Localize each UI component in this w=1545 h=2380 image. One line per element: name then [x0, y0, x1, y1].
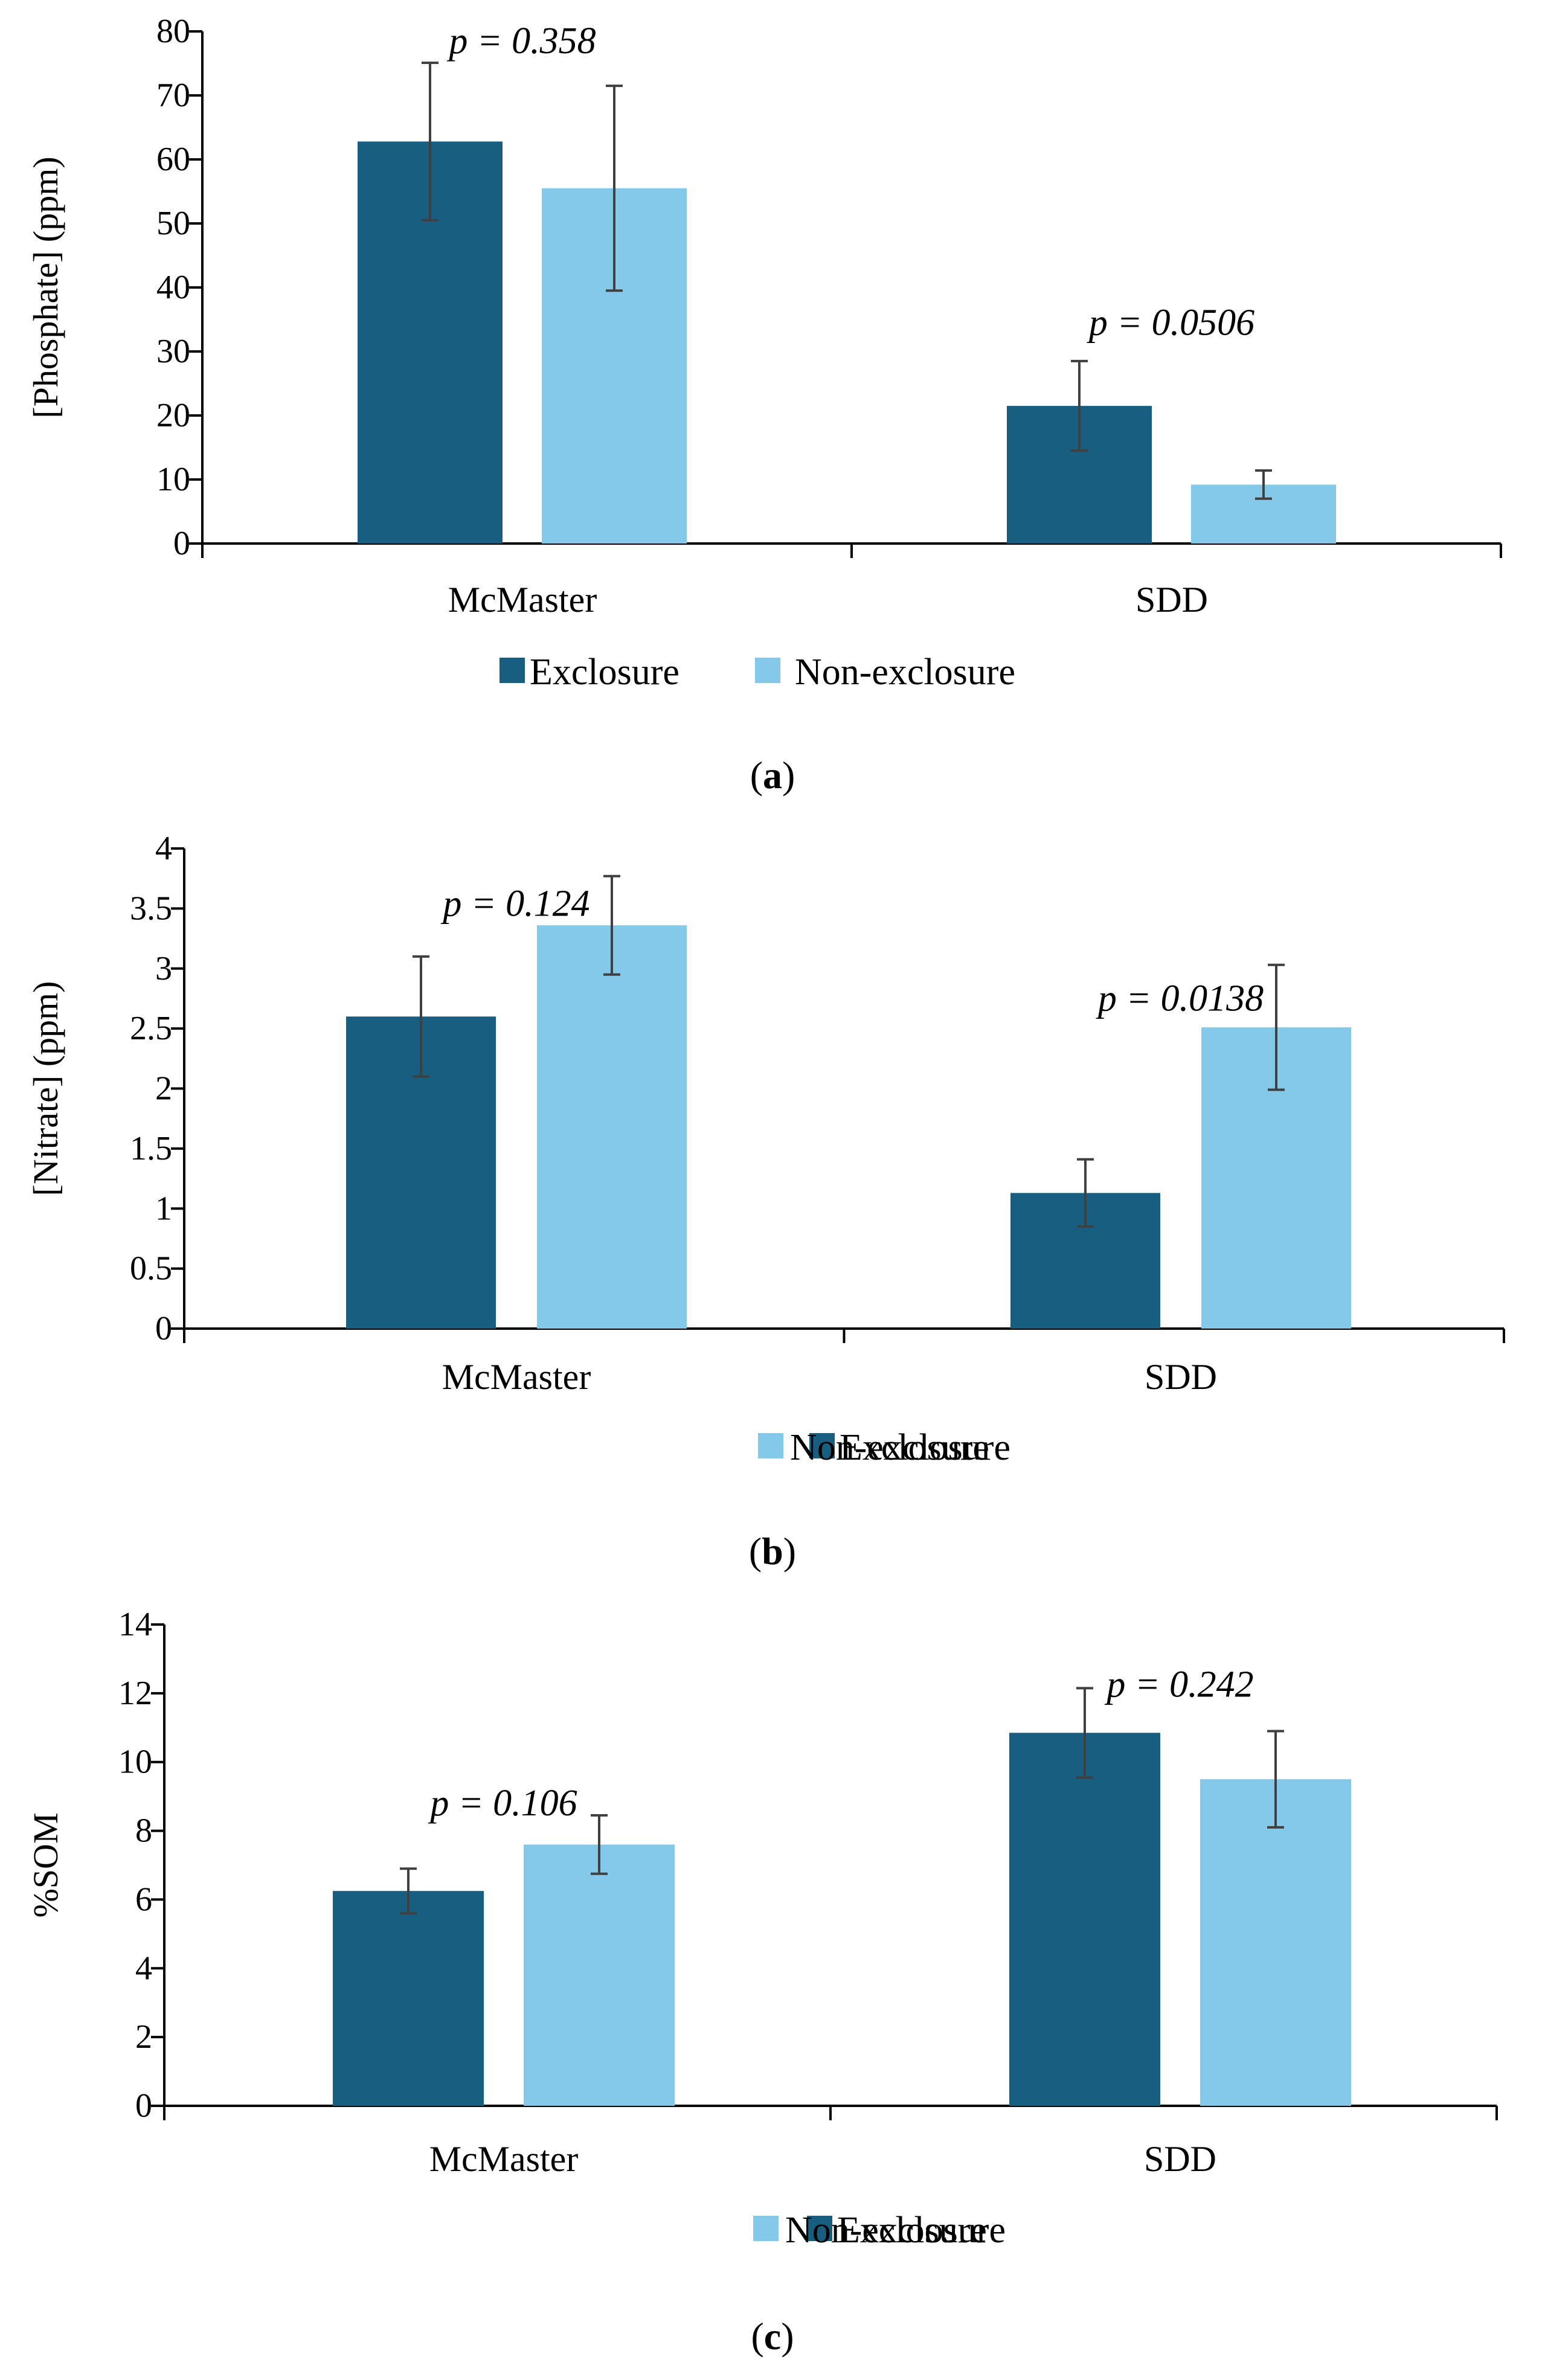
y-tick-label: 0 — [135, 2087, 152, 2125]
legend-swatch-non-exclosure — [753, 2216, 779, 2241]
p-value-annotation: p = 0.242 — [1104, 1664, 1253, 1705]
y-tick-label: 3.5 — [130, 890, 172, 927]
legend-swatch-exclosure — [807, 2216, 832, 2241]
y-tick-label: 1.5 — [130, 1130, 172, 1167]
y-tick-label: 2 — [135, 2018, 152, 2056]
y-tick-label: 4 — [135, 1949, 152, 1987]
legend-label-non-exclosure: Non-exclosure — [795, 652, 1015, 693]
y-tick-label: 8 — [135, 1812, 152, 1850]
x-category-label: SDD — [1145, 1357, 1217, 1397]
y-tick-label: 2.5 — [130, 1010, 172, 1047]
chart-panel-b: 0 0.5 1 1.5 2 2.5 3 3.5 4 [Nitrate] (ppm) p = 0.12… — [26, 830, 1505, 1573]
legend-label-exclosure: Exclosure — [530, 652, 679, 693]
x-category-label: SDD — [1135, 580, 1208, 620]
y-tick-label: 80 — [156, 13, 190, 50]
p-value-annotation: p = 0.0506 — [1087, 302, 1254, 343]
legend-swatch-non-exclosure — [758, 1433, 783, 1458]
legend-label-exclosure: Exclosure — [840, 1427, 989, 1468]
legend-swatch-exclosure — [499, 658, 525, 683]
y-tick-label: 12 — [118, 1675, 152, 1712]
y-tick-label: 4 — [155, 830, 172, 867]
x-category-label: McMaster — [429, 2139, 579, 2179]
bar-exclosure-mcmaster — [333, 1891, 484, 2106]
p-value-annotation: p = 0.0138 — [1096, 978, 1264, 1019]
y-tick-label: 10 — [156, 461, 190, 498]
y-tick-label: 30 — [156, 333, 190, 370]
y-tick-label: 70 — [156, 77, 190, 114]
legend-swatch-exclosure — [809, 1433, 835, 1458]
bar-non-exclosure-mcmaster — [537, 925, 687, 1329]
x-category-label: McMaster — [448, 580, 597, 620]
legend-swatch-non-exclosure — [755, 658, 780, 683]
panel-letter: c — [764, 2315, 781, 2358]
y-tick-label: 0 — [173, 525, 190, 562]
bar-exclosure-sdd — [1009, 1733, 1160, 2106]
y-tick-label: 40 — [156, 269, 190, 306]
legend-label-non-exclosure: Non-exclosure — [790, 1427, 1010, 1468]
panel-letter: a — [763, 754, 782, 797]
y-tick-label: 2 — [155, 1070, 172, 1108]
y-tick-label: 0.5 — [130, 1250, 172, 1288]
x-category-label: SDD — [1144, 2139, 1216, 2179]
legend-label-exclosure: Exclosure — [837, 2210, 987, 2251]
y-tick-label: 0 — [155, 1310, 172, 1347]
chart-panel-c: 0 2 4 6 8 10 12 14 %SOM p = 0.106 p = 0.242 McMaste… — [26, 1606, 1498, 2358]
panel-letter: b — [762, 1530, 783, 1573]
y-tick-label: 3 — [155, 950, 172, 987]
bar-non-exclosure-mcmaster — [524, 1844, 675, 2106]
y-axis-label: [Nitrate] (ppm) — [26, 981, 65, 1196]
p-value-annotation: p = 0.106 — [428, 1783, 577, 1824]
panel-label: (b) — [749, 1530, 796, 1573]
y-tick-label: 50 — [156, 205, 190, 242]
x-category-label: McMaster — [442, 1357, 591, 1397]
p-value-annotation: p = 0.358 — [446, 21, 596, 62]
panel-label: (a) — [750, 754, 795, 797]
y-tick-label: 20 — [156, 397, 190, 434]
legend: Exclosure Non-exclosure — [499, 652, 1015, 693]
y-axis-label: %SOM — [26, 1812, 65, 1917]
y-tick-label: 14 — [118, 1606, 152, 1643]
p-value-annotation: p = 0.124 — [440, 883, 589, 924]
y-axis-label: [Phosphate] (ppm) — [26, 156, 65, 418]
panel-label: (c) — [751, 2315, 794, 2358]
bar-non-exclosure-sdd — [1200, 1779, 1351, 2106]
legend-label-non-exclosure: Non-exclosure — [785, 2210, 1006, 2251]
y-tick-label: 10 — [118, 1743, 152, 1781]
y-tick-label: 6 — [135, 1881, 152, 1918]
chart-panel-a: 0 10 20 30 40 50 60 70 80 [Phosphate] (ppm) p = 0.… — [26, 13, 1502, 797]
y-tick-label: 60 — [156, 141, 190, 178]
y-tick-label: 1 — [155, 1190, 172, 1227]
